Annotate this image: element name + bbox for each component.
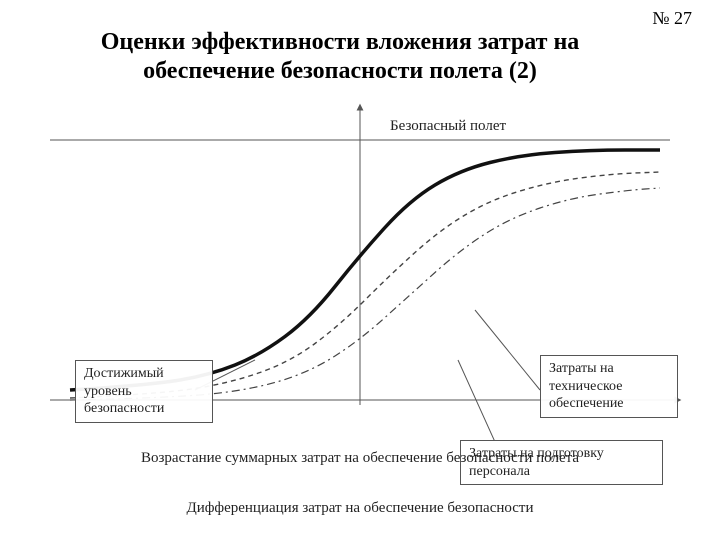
- page-title: Оценки эффективности вложения затрат на …: [60, 28, 620, 86]
- top-line-label: Безопасный полет: [390, 118, 506, 134]
- callout-leader-tech: [475, 310, 540, 390]
- x-axis-label: Возрастание суммарных затрат на обеспече…: [0, 450, 720, 467]
- footer-caption: Дифференциация затрат на обеспечение без…: [0, 500, 720, 517]
- slide-number: № 27: [652, 8, 692, 29]
- callout-tech: Затраты натехническоеобеспечение: [540, 355, 678, 418]
- curve-achievable-safety-level: [70, 150, 660, 390]
- chart-container: Безопасный полет Достижимыйуровеньбезопа…: [30, 100, 690, 440]
- slide-root: № 27 Оценки эффективности вложения затра…: [0, 0, 720, 540]
- callout-achievable: Достижимыйуровеньбезопасности: [75, 360, 213, 423]
